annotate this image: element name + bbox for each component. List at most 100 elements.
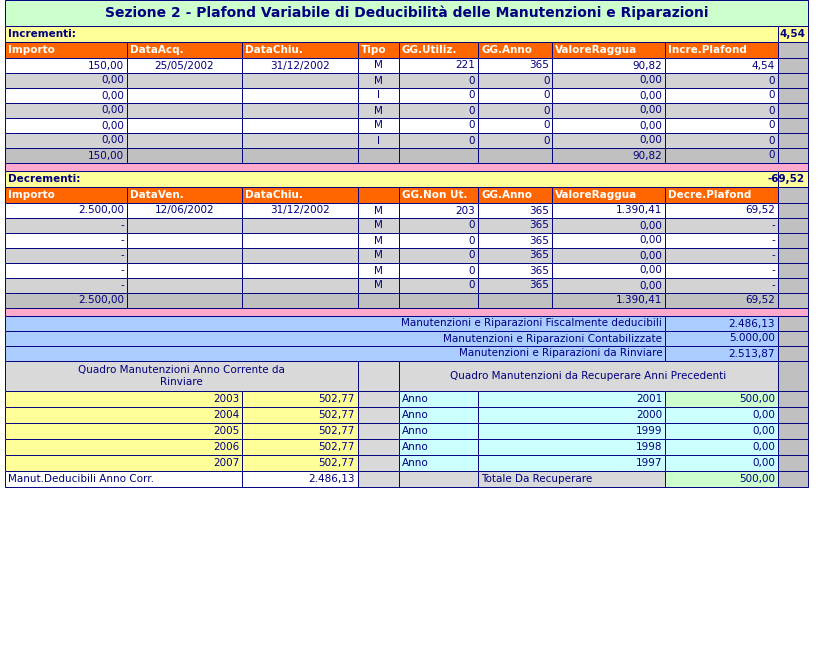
Bar — [778, 391, 808, 407]
Bar — [665, 187, 778, 203]
Bar — [5, 133, 127, 148]
Bar — [5, 233, 127, 248]
Text: DataChiu.: DataChiu. — [245, 45, 303, 55]
Bar — [5, 218, 127, 233]
Bar — [127, 203, 242, 218]
Bar — [778, 203, 808, 218]
Bar — [357, 407, 398, 423]
Bar — [242, 73, 357, 88]
Bar — [665, 218, 778, 233]
Bar — [242, 471, 357, 487]
Bar — [127, 148, 242, 163]
Bar — [5, 58, 127, 73]
Bar — [665, 278, 778, 293]
Text: 69,52: 69,52 — [745, 206, 775, 215]
Bar — [665, 187, 778, 203]
Text: 1.390,41: 1.390,41 — [616, 206, 663, 215]
Text: 4,54: 4,54 — [779, 29, 805, 39]
Bar — [127, 187, 242, 203]
Bar — [665, 58, 778, 73]
Text: 31/12/2002: 31/12/2002 — [270, 206, 330, 215]
Bar — [5, 316, 665, 331]
Bar — [398, 439, 478, 455]
Bar — [478, 187, 552, 203]
Bar — [778, 439, 808, 455]
Bar — [5, 171, 778, 187]
Bar — [478, 471, 665, 487]
Text: 221: 221 — [455, 60, 475, 71]
Bar — [5, 148, 127, 163]
Bar — [478, 187, 552, 203]
Bar — [398, 293, 478, 308]
Bar — [665, 455, 778, 471]
Bar — [552, 263, 665, 278]
Text: 0: 0 — [543, 106, 550, 116]
Bar — [242, 423, 357, 439]
Bar — [127, 133, 242, 148]
Bar — [478, 278, 552, 293]
Bar — [398, 103, 478, 118]
Text: 0: 0 — [469, 236, 475, 245]
Text: 2.486,13: 2.486,13 — [308, 474, 354, 484]
Text: 365: 365 — [529, 251, 550, 260]
Bar — [127, 248, 242, 263]
Bar — [478, 203, 552, 218]
Text: 0,00: 0,00 — [101, 136, 124, 145]
Bar — [665, 133, 778, 148]
Bar — [552, 187, 665, 203]
Bar — [5, 308, 808, 316]
Bar — [242, 293, 357, 308]
Bar — [398, 88, 478, 103]
Bar — [398, 42, 478, 58]
Bar — [127, 42, 242, 58]
Bar — [357, 118, 398, 133]
Bar — [552, 278, 665, 293]
Bar — [5, 233, 127, 248]
Bar — [5, 278, 127, 293]
Bar — [552, 148, 665, 163]
Text: DataAcq.: DataAcq. — [130, 45, 183, 55]
Text: GG.Anno: GG.Anno — [481, 190, 532, 200]
Text: Quadro Manutenzioni da Recuperare Anni Precedenti: Quadro Manutenzioni da Recuperare Anni P… — [450, 371, 726, 381]
Bar — [127, 42, 242, 58]
Bar — [552, 42, 665, 58]
Text: 0,00: 0,00 — [640, 251, 663, 260]
Bar — [242, 88, 357, 103]
Bar — [242, 58, 357, 73]
Bar — [398, 58, 478, 73]
Text: 365: 365 — [529, 60, 550, 71]
Bar — [778, 391, 808, 407]
Bar — [665, 293, 778, 308]
Bar — [242, 423, 357, 439]
Bar — [778, 88, 808, 103]
Bar — [5, 148, 127, 163]
Bar — [242, 118, 357, 133]
Text: -: - — [771, 221, 775, 230]
Bar — [357, 203, 398, 218]
Bar — [478, 148, 552, 163]
Bar — [665, 439, 778, 455]
Text: 1998: 1998 — [636, 442, 663, 452]
Text: ValoreRaggua: ValoreRaggua — [555, 190, 638, 200]
Bar — [552, 218, 665, 233]
Text: -: - — [771, 251, 775, 260]
Bar — [357, 423, 398, 439]
Bar — [478, 278, 552, 293]
Bar — [665, 391, 778, 407]
Bar — [127, 118, 242, 133]
Bar — [5, 293, 127, 308]
Bar — [127, 148, 242, 163]
Bar — [478, 293, 552, 308]
Bar — [665, 263, 778, 278]
Bar — [778, 248, 808, 263]
Bar — [398, 248, 478, 263]
Bar — [357, 248, 398, 263]
Bar — [778, 233, 808, 248]
Bar — [242, 278, 357, 293]
Bar — [357, 391, 398, 407]
Text: -: - — [771, 236, 775, 245]
Text: 0,00: 0,00 — [101, 121, 124, 130]
Text: -: - — [120, 236, 124, 245]
Bar — [552, 58, 665, 73]
Bar — [5, 0, 808, 26]
